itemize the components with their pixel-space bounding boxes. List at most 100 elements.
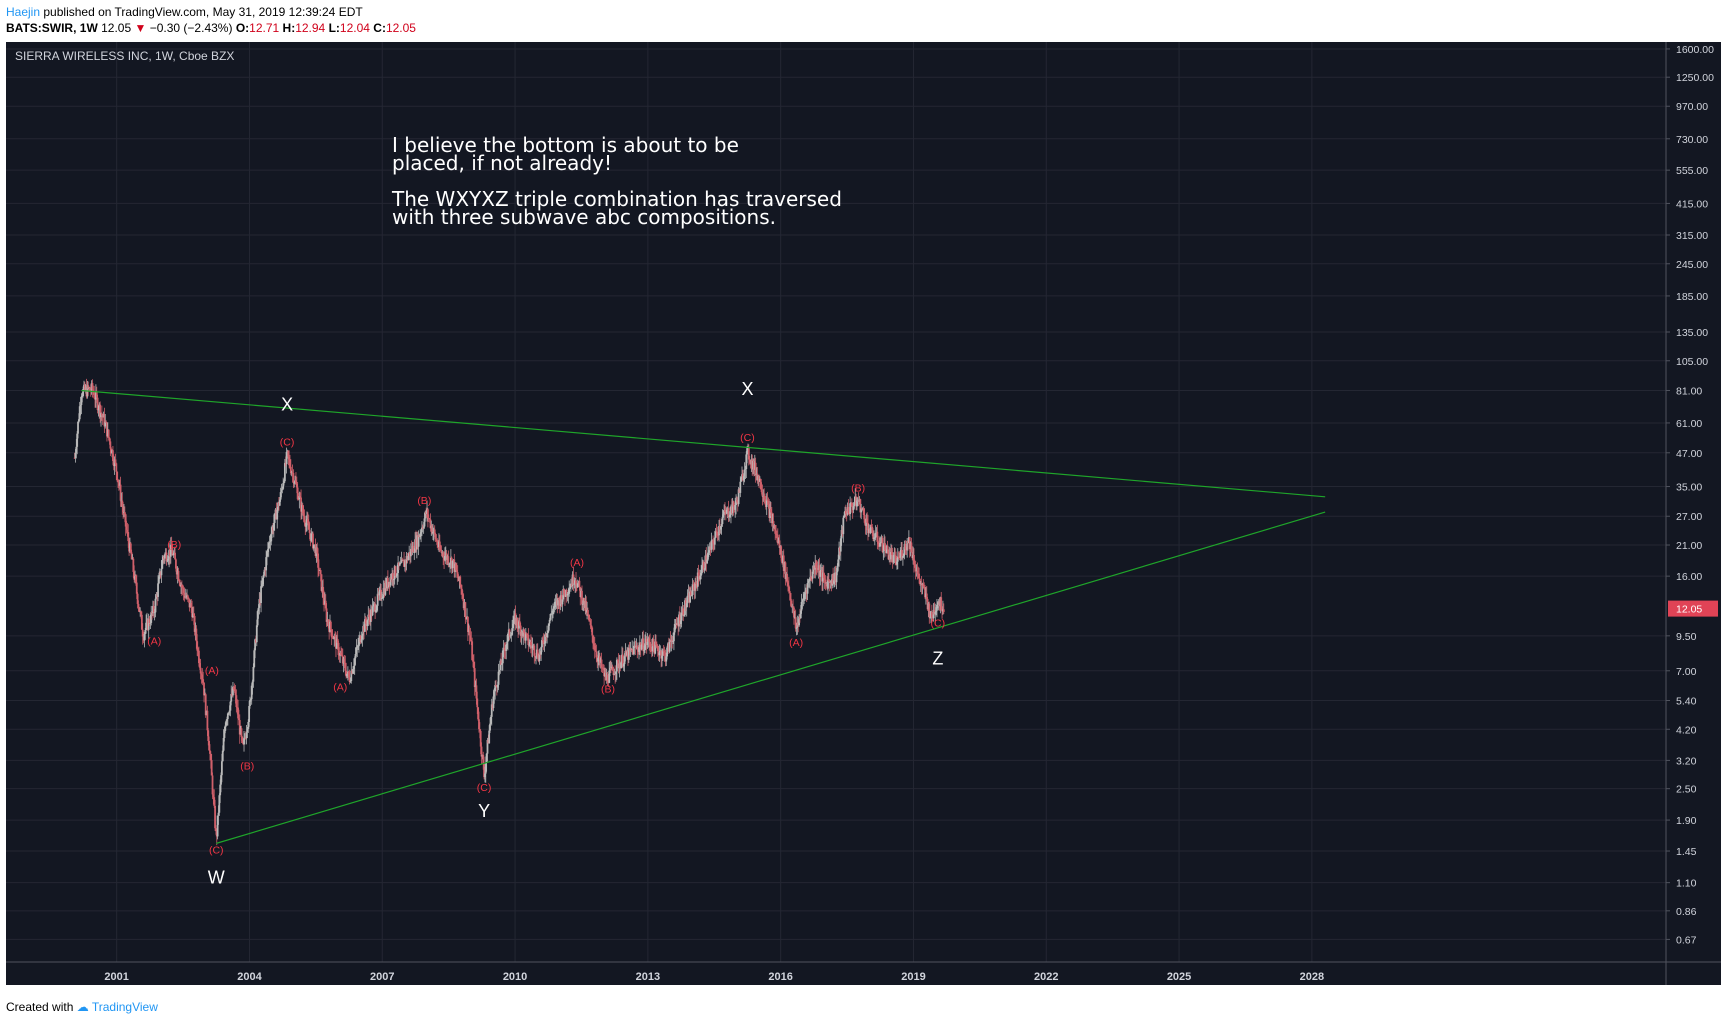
candle-body (292, 473, 295, 483)
candle-body (746, 448, 749, 455)
candle-body (250, 685, 253, 700)
candle-body (928, 603, 931, 618)
candle-body (337, 642, 340, 655)
candle-body (518, 621, 521, 626)
candle-body (566, 593, 569, 596)
candle-body (73, 457, 76, 459)
candle-body (652, 638, 655, 647)
candle-body (320, 574, 323, 591)
candle-body (251, 681, 254, 686)
candle-body (396, 573, 399, 576)
candle-body (436, 540, 439, 545)
candle-body (201, 674, 204, 680)
candle-body (588, 619, 591, 621)
candle-body (886, 545, 889, 550)
candle-body (490, 704, 493, 717)
candle-body (395, 575, 398, 577)
candle-body (786, 573, 789, 583)
candle-body (892, 555, 895, 563)
y-tick-label: 7.00 (1676, 666, 1697, 678)
low-value: 12.04 (339, 21, 370, 35)
candle-body (739, 481, 742, 493)
wave-label: (A) (570, 557, 584, 569)
candle-body (527, 634, 530, 646)
candle-body (919, 578, 921, 584)
candle-body (312, 533, 314, 549)
candle-body (859, 499, 862, 513)
candle-body (547, 623, 550, 631)
candle-body (303, 516, 306, 523)
candle-body (734, 504, 737, 510)
candle-body (499, 660, 502, 671)
candle-body (713, 537, 716, 545)
candle-body (471, 641, 474, 661)
wave-label: (C) (280, 437, 295, 449)
candle-body (899, 552, 902, 558)
candle-body (663, 651, 666, 653)
candle-body (206, 710, 209, 731)
x-tick-label: 2022 (1034, 971, 1058, 983)
candle-body (686, 595, 689, 604)
candle-body (218, 795, 221, 813)
candle-body (399, 562, 402, 564)
candle-body (803, 594, 806, 600)
candle-body (800, 601, 803, 611)
candle-body (902, 553, 905, 557)
candle-body (778, 540, 781, 548)
candle-body (744, 469, 747, 470)
tradingview-brand[interactable]: TradingView (91, 1000, 158, 1014)
candle-body (722, 514, 725, 518)
candle-body (890, 552, 892, 560)
candle-body (643, 650, 646, 652)
symbol-label: BATS:SWIR, 1W (6, 21, 98, 35)
candle-body (372, 604, 375, 607)
candle-body (745, 454, 748, 470)
candle-body (460, 585, 462, 589)
candle-body (492, 696, 495, 709)
candle-body (266, 552, 268, 558)
candle-body (567, 593, 570, 595)
candle-body (860, 508, 863, 513)
candle-body (429, 519, 432, 529)
candle-body (79, 405, 82, 407)
candle-body (498, 670, 501, 672)
candle-body (166, 560, 169, 562)
candle-body (209, 753, 212, 761)
wave-labels: (B) (A) (A) (B) (C) (C) (A) (B) (C) (A) (B) (C) (B) (… (147, 379, 945, 888)
candle-body (873, 537, 876, 539)
candle-body (590, 625, 593, 628)
candle-body (187, 597, 190, 600)
candle-body (925, 593, 928, 599)
candle-body (776, 534, 778, 536)
candle-body (923, 586, 926, 589)
candle-body (123, 512, 126, 515)
axes: 1600.00 1250.00 970.00 730.00 555.00 415.00 31… (6, 42, 1721, 985)
candle-body (873, 537, 875, 539)
candle-body (269, 541, 272, 543)
y-tick-label: 5.40 (1676, 695, 1697, 707)
candle-body (125, 526, 128, 530)
candle-body (482, 754, 485, 764)
candle-body (138, 607, 141, 612)
candle-body (220, 775, 222, 785)
price-change: −0.30 (−2.43%) (149, 21, 233, 35)
candle-body (699, 575, 702, 580)
candle-body (355, 647, 358, 655)
candle-body (163, 554, 166, 559)
candle-body (287, 450, 290, 457)
candle-body (344, 662, 347, 671)
author-link[interactable]: Haejin (6, 5, 41, 19)
price-chart[interactable]: (B) (A) (A) (B) (C) (C) (A) (B) (C) (A) (B) (C) (B) (… (6, 42, 1721, 985)
candle-body (347, 671, 350, 678)
candle-body (836, 565, 839, 573)
chart-frame[interactable]: (B) (A) (A) (B) (C) (C) (A) (B) (C) (A) (B) (C) (B) (… (6, 42, 1721, 985)
candle-body (180, 585, 183, 588)
candle-body (310, 533, 313, 541)
candle-body (595, 651, 598, 658)
candle-body (819, 570, 822, 577)
candle-body (421, 527, 424, 529)
candle-body (226, 713, 229, 720)
candle-body (731, 501, 734, 513)
candle-body (137, 603, 140, 608)
candle-body (642, 638, 645, 652)
